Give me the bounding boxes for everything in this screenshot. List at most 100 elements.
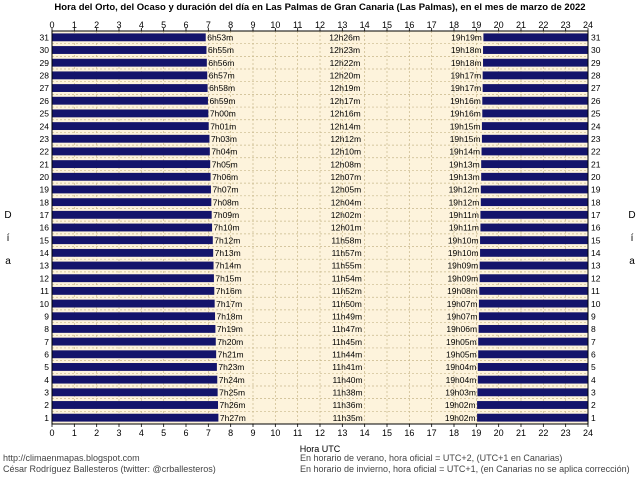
duration-label: 11h40m	[332, 375, 362, 385]
y-tick-label-left: 6	[44, 349, 49, 359]
sunrise-label: 7h15m	[215, 273, 241, 283]
night-bar-evening	[481, 172, 588, 181]
y-tick-label-right: 7	[591, 337, 596, 347]
night-bar-morning	[52, 388, 218, 397]
y-tick-label-right: 23	[591, 134, 601, 144]
x-tick-label-bottom: 14	[360, 428, 370, 438]
y-tick-label-right: 25	[591, 109, 601, 119]
sunset-label: 19h13m	[449, 172, 480, 182]
duration-label: 11h54m	[332, 273, 362, 283]
night-bar-evening	[483, 33, 588, 42]
x-tick-label-bottom: 17	[427, 428, 437, 438]
y-tick-label-left: 14	[40, 248, 50, 258]
x-tick-label-bottom: 10	[270, 428, 280, 438]
duration-label: 11h35m	[333, 413, 363, 423]
sunset-label: 19h19m	[451, 33, 482, 43]
y-tick-label-right: 22	[591, 147, 601, 157]
night-bar-evening	[480, 210, 588, 219]
duration-label: 12h12m	[330, 134, 361, 144]
night-bar-evening	[480, 185, 588, 194]
y-tick-label-left: 26	[40, 96, 50, 106]
y-axis-label-left: í	[7, 233, 10, 244]
x-tick-label-top: 13	[337, 20, 347, 30]
night-bar-morning	[52, 84, 208, 92]
x-tick-label-top: 0	[49, 20, 54, 30]
night-bar-morning	[52, 134, 210, 143]
y-axis-label-right: í	[631, 233, 634, 244]
y-tick-label-left: 8	[44, 324, 49, 334]
duration-label: 12h02m	[331, 210, 362, 220]
y-tick-label-left: 15	[40, 235, 50, 245]
duration-label: 11h55m	[332, 261, 362, 271]
night-bar-evening	[483, 46, 588, 54]
duration-label: 12h19m	[330, 83, 361, 93]
y-tick-label-left: 21	[40, 159, 50, 169]
duration-label: 12h14m	[330, 121, 361, 131]
duration-label: 12h10m	[330, 147, 361, 157]
x-tick-label-bottom: 5	[161, 428, 166, 438]
y-tick-label-left: 19	[40, 185, 50, 195]
y-tick-label-left: 13	[40, 261, 50, 271]
x-tick-label-top: 21	[516, 20, 526, 30]
night-bar-evening	[477, 413, 588, 422]
y-tick-label-left: 30	[40, 45, 50, 55]
y-axis-label-left: a	[5, 256, 11, 267]
y-tick-label-left: 4	[44, 375, 49, 385]
x-tick-label-bottom: 11	[293, 428, 302, 438]
night-bar-evening	[479, 274, 588, 283]
sunset-label: 19h09m	[447, 261, 478, 271]
x-tick-label-bottom: 18	[449, 428, 459, 438]
duration-label: 11h52m	[332, 286, 362, 296]
x-tick-label-top: 24	[583, 20, 593, 30]
sunset-label: 19h12m	[449, 197, 480, 207]
night-bar-evening	[480, 236, 588, 245]
x-tick-label-bottom: 4	[139, 428, 144, 438]
night-bar-morning	[52, 413, 219, 422]
sunrise-label: 7h19m	[217, 324, 243, 334]
x-tick-label-top: 3	[116, 20, 121, 30]
sunset-label: 19h17m	[450, 83, 481, 93]
night-bar-evening	[480, 198, 588, 207]
night-bar-morning	[52, 248, 214, 257]
blog-link[interactable]: http://climaenmapas.blogspot.com	[3, 453, 140, 463]
sunrise-label: 6h57m	[209, 71, 235, 81]
footer-right: En horario de verano, hora oficial = UTC…	[300, 453, 630, 475]
night-bar-evening	[477, 363, 588, 371]
y-tick-label-right: 2	[591, 400, 596, 410]
sunset-label: 19h14m	[449, 147, 480, 157]
y-tick-label-right: 15	[591, 235, 601, 245]
sunrise-label: 7h00m	[210, 109, 236, 119]
sunrise-label: 7h08m	[213, 197, 239, 207]
sunrise-label: 7h07m	[212, 185, 238, 195]
night-bar-morning	[52, 350, 217, 359]
y-tick-label-right: 30	[591, 45, 601, 55]
sunrise-label: 7h24m	[219, 375, 245, 385]
night-bar-evening	[478, 350, 588, 359]
x-tick-label-top: 8	[228, 20, 233, 30]
y-tick-label-left: 12	[40, 273, 50, 283]
y-axis-label-right: a	[629, 256, 635, 267]
duration-label: 12h26m	[329, 33, 360, 43]
sunset-label: 19h07m	[447, 299, 478, 309]
x-tick-label-top: 11	[293, 20, 302, 30]
duration-label: 12h04m	[331, 197, 362, 207]
sunrise-label: 6h53m	[207, 33, 233, 43]
y-tick-label-left: 20	[40, 172, 50, 182]
x-tick-label-bottom: 12	[315, 428, 325, 438]
x-tick-label-top: 14	[360, 20, 370, 30]
sunrise-label: 6h59m	[209, 96, 235, 106]
sunrise-label: 7h21m	[218, 349, 244, 359]
sunrise-label: 7h04m	[211, 147, 237, 157]
duration-label: 11h49m	[332, 311, 362, 321]
sunrise-label: 6h55m	[208, 45, 234, 55]
night-bar-evening	[483, 58, 588, 67]
y-tick-label-right: 18	[591, 197, 601, 207]
sunset-label: 19h08m	[447, 286, 478, 296]
x-tick-label-top: 18	[449, 20, 459, 30]
x-tick-label-top: 9	[250, 20, 255, 30]
x-tick-label-top: 20	[494, 20, 504, 30]
y-tick-label-right: 9	[591, 311, 596, 321]
y-tick-label-right: 10	[591, 299, 601, 309]
night-bar-morning	[52, 312, 216, 321]
x-tick-label-bottom: 7	[206, 428, 211, 438]
